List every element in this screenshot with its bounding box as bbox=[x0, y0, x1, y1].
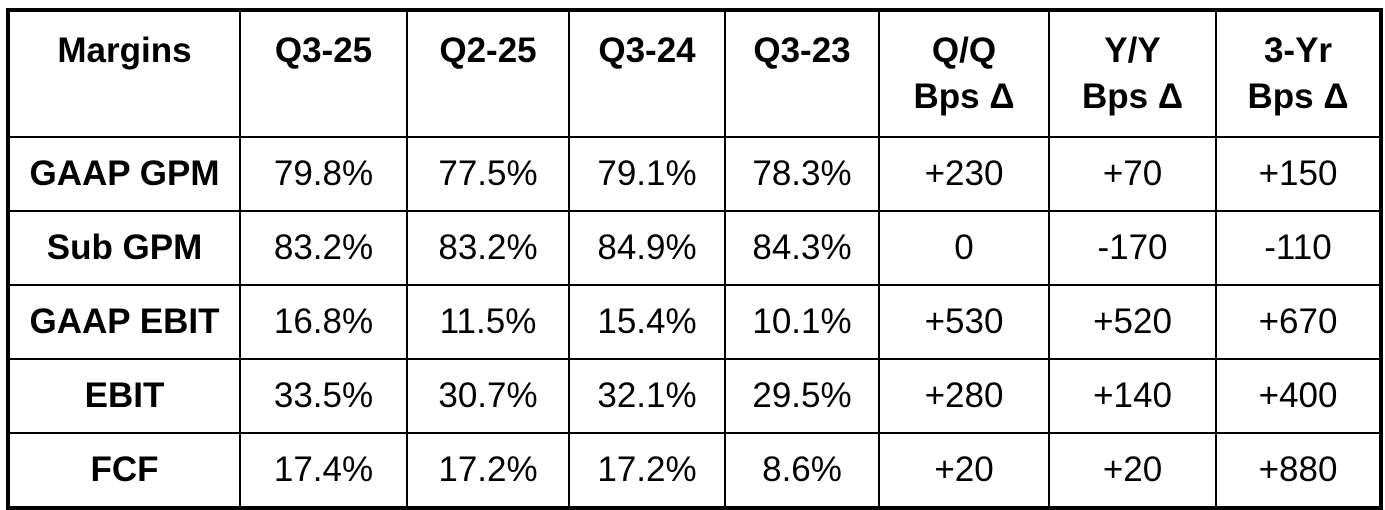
fcf-3yr-bps: +880 bbox=[1215, 432, 1382, 509]
ebit-q3-23: 29.5% bbox=[724, 358, 880, 434]
ebit-yy-bps: +140 bbox=[1048, 358, 1217, 434]
header-q3-23-label: Q3-23 bbox=[753, 31, 851, 70]
sub-gpm-yy-bps: -170 bbox=[1048, 210, 1217, 286]
header-q3-24: Q3-24 bbox=[568, 9, 726, 138]
row-label-fcf: FCF bbox=[7, 432, 241, 509]
gaap-gpm-q3-24: 79.1% bbox=[568, 136, 726, 212]
gaap-ebit-q3-24: 15.4% bbox=[568, 284, 726, 360]
header-q2-25: Q2-25 bbox=[406, 9, 570, 138]
header-margins-label: Margins bbox=[57, 31, 192, 70]
gaap-gpm-qq-bps: +230 bbox=[878, 136, 1050, 212]
header-3yr-bps: 3-Yr Bps Δ bbox=[1215, 9, 1382, 138]
table-row-gaap-ebit: GAAP EBIT 16.8% 11.5% 15.4% 10.1% +530 +… bbox=[7, 284, 1382, 360]
page: Margins Q3-25 Q2-25 Q3-24 Q3-23 Q/Q Bps … bbox=[6, 8, 1383, 510]
header-qq-line2: Bps Δ bbox=[913, 77, 1015, 116]
row-label-sub-gpm: Sub GPM bbox=[7, 210, 241, 286]
header-3yr-line2: Bps Δ bbox=[1247, 77, 1349, 116]
fcf-q3-25: 17.4% bbox=[239, 432, 408, 509]
gaap-gpm-q3-25: 79.8% bbox=[239, 136, 408, 212]
header-3yr-line1: 3-Yr bbox=[1263, 31, 1333, 70]
sub-gpm-q3-24: 84.9% bbox=[568, 210, 726, 286]
header-q2-25-label: Q2-25 bbox=[439, 31, 537, 70]
header-q3-23: Q3-23 bbox=[724, 9, 880, 138]
ebit-3yr-bps: +400 bbox=[1215, 358, 1382, 434]
sub-gpm-q3-25: 83.2% bbox=[239, 210, 408, 286]
table-row-ebit: EBIT 33.5% 30.7% 32.1% 29.5% +280 +140 +… bbox=[7, 358, 1382, 434]
gaap-ebit-3yr-bps: +670 bbox=[1215, 284, 1382, 360]
header-qq-bps: Q/Q Bps Δ bbox=[878, 9, 1050, 138]
gaap-ebit-yy-bps: +520 bbox=[1048, 284, 1217, 360]
table-row-fcf: FCF 17.4% 17.2% 17.2% 8.6% +20 +20 +880 bbox=[7, 432, 1382, 509]
ebit-q3-24: 32.1% bbox=[568, 358, 726, 434]
header-qq-line1: Q/Q bbox=[931, 31, 997, 70]
table-row-gaap-gpm: GAAP GPM 79.8% 77.5% 79.1% 78.3% +230 +7… bbox=[7, 136, 1382, 212]
fcf-q3-23: 8.6% bbox=[724, 432, 880, 509]
gaap-ebit-q2-25: 11.5% bbox=[406, 284, 570, 360]
fcf-q3-24: 17.2% bbox=[568, 432, 726, 509]
fcf-q2-25: 17.2% bbox=[406, 432, 570, 509]
margins-table: Margins Q3-25 Q2-25 Q3-24 Q3-23 Q/Q Bps … bbox=[6, 8, 1383, 510]
gaap-ebit-qq-bps: +530 bbox=[878, 284, 1050, 360]
header-q3-25: Q3-25 bbox=[239, 9, 408, 138]
sub-gpm-3yr-bps: -110 bbox=[1215, 210, 1382, 286]
fcf-yy-bps: +20 bbox=[1048, 432, 1217, 509]
table-header-row: Margins Q3-25 Q2-25 Q3-24 Q3-23 Q/Q Bps … bbox=[7, 9, 1382, 138]
ebit-q3-25: 33.5% bbox=[239, 358, 408, 434]
gaap-gpm-q2-25: 77.5% bbox=[406, 136, 570, 212]
row-label-gaap-gpm: GAAP GPM bbox=[7, 136, 241, 212]
gaap-ebit-q3-25: 16.8% bbox=[239, 284, 408, 360]
table-row-sub-gpm: Sub GPM 83.2% 83.2% 84.9% 84.3% 0 -170 -… bbox=[7, 210, 1382, 286]
header-yy-line1: Y/Y bbox=[1104, 31, 1161, 70]
header-q3-25-label: Q3-25 bbox=[274, 31, 373, 70]
header-yy-bps: Y/Y Bps Δ bbox=[1048, 9, 1217, 138]
sub-gpm-q3-23: 84.3% bbox=[724, 210, 880, 286]
header-yy-line2: Bps Δ bbox=[1081, 77, 1183, 116]
row-label-gaap-ebit: GAAP EBIT bbox=[7, 284, 241, 360]
gaap-ebit-q3-23: 10.1% bbox=[724, 284, 880, 360]
sub-gpm-q2-25: 83.2% bbox=[406, 210, 570, 286]
header-q3-24-label: Q3-24 bbox=[598, 31, 696, 70]
gaap-gpm-3yr-bps: +150 bbox=[1215, 136, 1382, 212]
ebit-qq-bps: +280 bbox=[878, 358, 1050, 434]
sub-gpm-qq-bps: 0 bbox=[878, 210, 1050, 286]
header-margins: Margins bbox=[7, 9, 241, 138]
row-label-ebit: EBIT bbox=[7, 358, 241, 434]
gaap-gpm-yy-bps: +70 bbox=[1048, 136, 1217, 212]
ebit-q2-25: 30.7% bbox=[406, 358, 570, 434]
table-body: GAAP GPM 79.8% 77.5% 79.1% 78.3% +230 +7… bbox=[7, 136, 1382, 509]
gaap-gpm-q3-23: 78.3% bbox=[724, 136, 880, 212]
fcf-qq-bps: +20 bbox=[878, 432, 1050, 509]
